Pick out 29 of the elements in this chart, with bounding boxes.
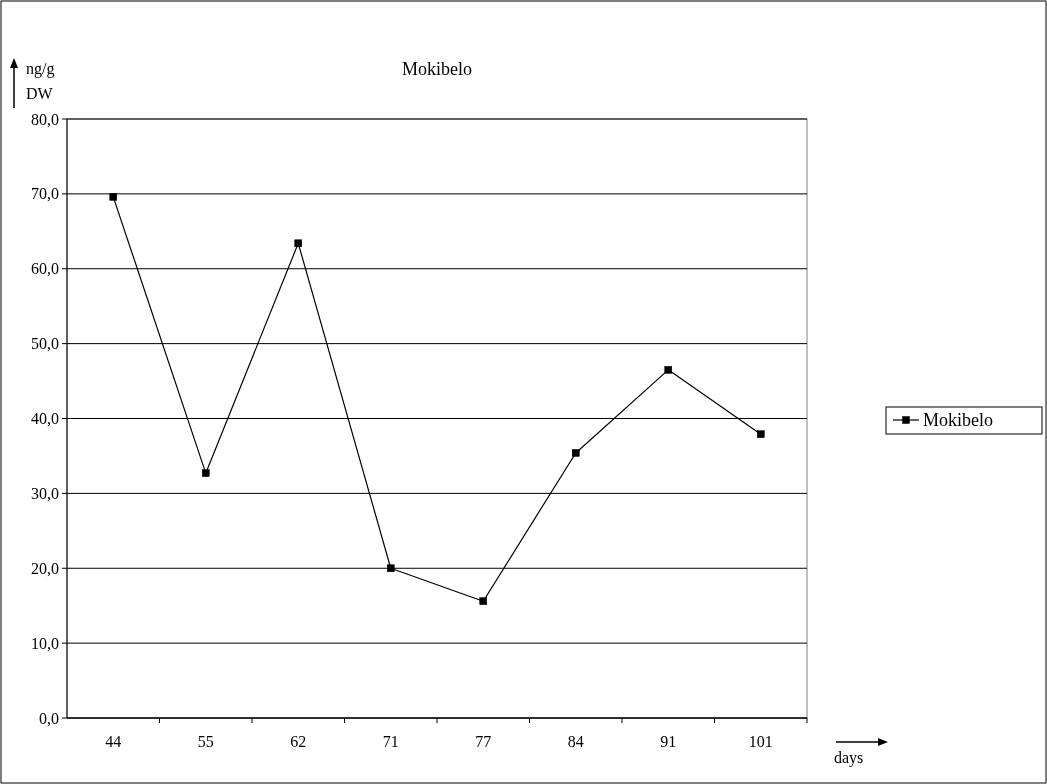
x-axis-title: days — [834, 749, 864, 767]
y-tick-label: 30,0 — [31, 484, 59, 502]
point — [294, 239, 302, 248]
point — [757, 430, 765, 438]
x-tick-label: 101 — [748, 733, 773, 750]
y-tick-label: 40,0 — [31, 410, 59, 428]
x-tick-label: 77 — [475, 733, 492, 750]
y-tick-label: 80,0 — [31, 110, 59, 128]
y-tick-label: 70,0 — [31, 185, 59, 203]
point — [109, 193, 117, 201]
x-tick-label: 44 — [105, 733, 122, 750]
point — [202, 469, 210, 477]
legend-label: Mokibelo — [923, 410, 993, 431]
x-tick-label: 84 — [567, 733, 584, 750]
point — [387, 564, 395, 572]
y-tick-label: 10,0 — [31, 634, 59, 652]
y-tick-label: 60,0 — [31, 260, 59, 278]
y-tick-label: 50,0 — [31, 335, 59, 353]
chart-title: Mokibelo — [402, 59, 472, 79]
y-axis-title: ng/g DW — [26, 60, 55, 102]
point — [572, 449, 580, 457]
y-tick-label: 0,0 — [39, 709, 59, 727]
x-tick-label: 91 — [660, 733, 677, 750]
y-tick-label: 20,0 — [31, 559, 59, 577]
point — [664, 366, 672, 374]
x-tick-label: 71 — [382, 733, 399, 750]
x-tick-label: 62 — [290, 733, 307, 750]
point — [479, 597, 487, 605]
x-tick-label: 55 — [197, 733, 214, 750]
